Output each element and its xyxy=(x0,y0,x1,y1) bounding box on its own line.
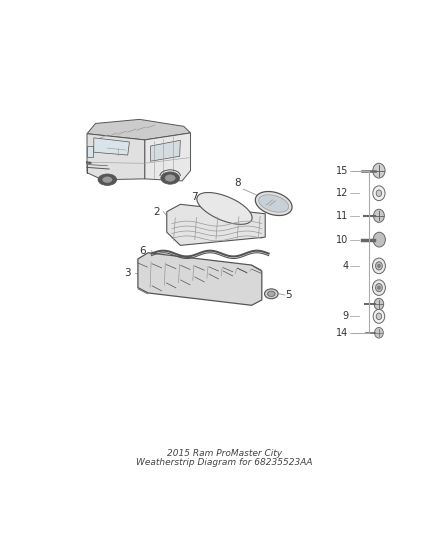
Polygon shape xyxy=(87,119,191,140)
Text: 7: 7 xyxy=(191,192,197,203)
Text: 2015 Ram ProMaster City: 2015 Ram ProMaster City xyxy=(167,449,282,457)
Text: 12: 12 xyxy=(336,188,348,198)
Ellipse shape xyxy=(161,172,180,184)
Text: 15: 15 xyxy=(336,166,348,176)
Text: 4: 4 xyxy=(342,261,348,271)
Text: 14: 14 xyxy=(336,328,348,338)
Text: 6: 6 xyxy=(140,246,146,256)
Circle shape xyxy=(373,232,385,247)
Circle shape xyxy=(373,163,385,178)
Text: 8: 8 xyxy=(235,178,241,188)
Polygon shape xyxy=(197,192,252,224)
Polygon shape xyxy=(259,195,289,212)
Circle shape xyxy=(375,284,382,292)
Ellipse shape xyxy=(165,175,175,181)
Ellipse shape xyxy=(102,177,112,183)
Text: 5: 5 xyxy=(286,290,292,300)
Text: Weatherstrip Diagram for 68235523AA: Weatherstrip Diagram for 68235523AA xyxy=(136,457,313,466)
Polygon shape xyxy=(87,146,93,157)
Ellipse shape xyxy=(265,289,278,298)
Circle shape xyxy=(378,286,380,289)
Polygon shape xyxy=(151,140,180,161)
Text: 11: 11 xyxy=(336,211,348,221)
Circle shape xyxy=(374,209,385,222)
Circle shape xyxy=(372,280,385,295)
Circle shape xyxy=(374,298,384,310)
Polygon shape xyxy=(167,204,265,245)
Polygon shape xyxy=(138,253,262,305)
Circle shape xyxy=(374,327,383,338)
Text: 3: 3 xyxy=(124,268,131,278)
Circle shape xyxy=(375,262,382,270)
Circle shape xyxy=(373,186,385,200)
Circle shape xyxy=(372,258,385,273)
Polygon shape xyxy=(145,133,191,181)
Text: 9: 9 xyxy=(342,311,348,321)
Circle shape xyxy=(378,264,380,268)
Polygon shape xyxy=(255,191,292,215)
Text: 10: 10 xyxy=(336,235,348,245)
Circle shape xyxy=(376,190,381,197)
Text: 2: 2 xyxy=(153,207,160,217)
Ellipse shape xyxy=(98,174,117,185)
Circle shape xyxy=(376,313,381,320)
Ellipse shape xyxy=(268,291,275,296)
Polygon shape xyxy=(94,138,130,155)
Circle shape xyxy=(373,309,385,324)
Polygon shape xyxy=(87,134,145,180)
